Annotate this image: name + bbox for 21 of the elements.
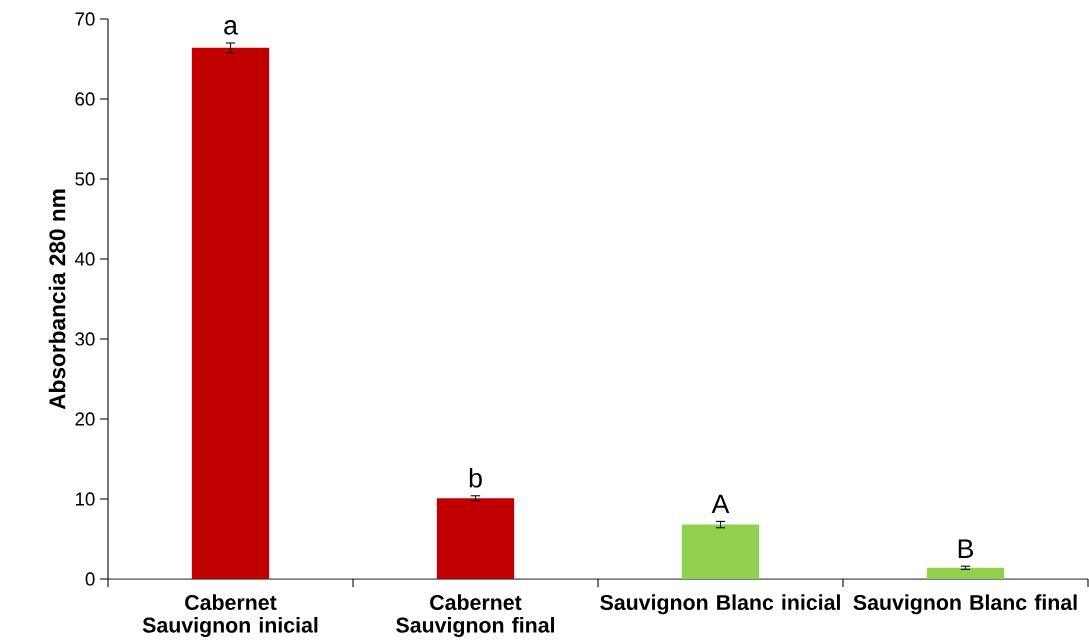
annotation: b	[469, 467, 482, 488]
y-tick-label: 10	[75, 492, 95, 506]
x-tick-label: Sauvignon Blanc final	[853, 594, 1077, 615]
y-tick-label: 70	[75, 12, 95, 26]
y-tick-label: 50	[75, 172, 95, 186]
y-tick-label: 20	[75, 412, 95, 426]
bar	[191, 47, 270, 579]
bar	[681, 524, 760, 579]
y-tick-label: 0	[85, 572, 95, 586]
y-tick-label: 60	[75, 92, 95, 106]
y-tick-label: 30	[75, 332, 95, 346]
bar	[436, 498, 515, 579]
annotation: A	[711, 494, 730, 514]
annotation: B	[958, 539, 973, 558]
x-tick-label: Sauvignon Blanc inicial	[600, 594, 840, 615]
x-tick-label: Cabernet Sauvignon inicial	[142, 594, 318, 637]
bar	[926, 567, 1005, 579]
x-tick-label: Cabernet Sauvignon final	[396, 594, 554, 637]
y-axis-title: Absorbancia 280 nm	[48, 189, 66, 410]
annotation: a	[224, 20, 238, 35]
y-tick-label: 40	[74, 252, 95, 266]
